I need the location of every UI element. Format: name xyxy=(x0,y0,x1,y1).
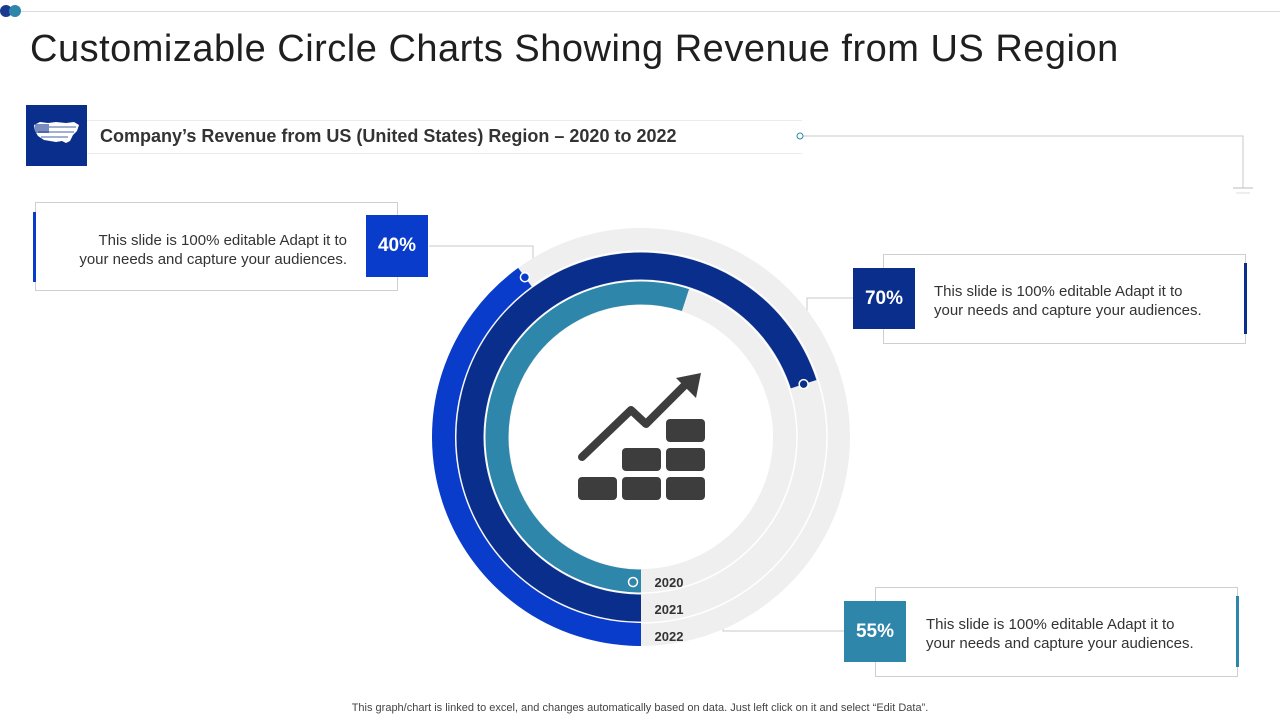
banner-icon-box xyxy=(26,105,87,166)
decor-dot-teal xyxy=(9,5,21,17)
bar-2022 xyxy=(432,267,642,646)
bar-2020 xyxy=(485,281,690,593)
bar-end-dot-2022 xyxy=(519,271,531,283)
percent-badge-70: 70% xyxy=(853,268,915,329)
bar-start-dot-2020 xyxy=(627,576,639,588)
banner-bar xyxy=(87,120,802,154)
callout-2021-accent xyxy=(1244,263,1247,334)
callout-2020-accent xyxy=(1236,596,1239,667)
chart-center-disc xyxy=(509,305,773,569)
callout-2022-accent xyxy=(33,212,36,282)
callout-2020-text: This slide is 100% editable Adapt it to … xyxy=(926,615,1194,653)
track-divider-inner xyxy=(484,280,798,594)
top-divider xyxy=(18,11,1280,12)
banner-connector xyxy=(800,135,1244,188)
bar-2021 xyxy=(456,252,817,622)
tick-label-2022: 2022 xyxy=(655,629,684,644)
callout-2021: This slide is 100% editable Adapt it to … xyxy=(883,254,1246,344)
callout-2021-text: This slide is 100% editable Adapt it to … xyxy=(934,282,1202,320)
callout-2020: This slide is 100% editable Adapt it to … xyxy=(875,587,1238,677)
footer-note: This graph/chart is linked to excel, and… xyxy=(351,702,929,714)
callout-2021-line1: This slide is 100% editable Adapt it to xyxy=(934,283,1183,300)
callout-2022-text: This slide is 100% editable Adapt it to … xyxy=(79,231,347,269)
callout-2022-line2: your needs and capture your audiences. xyxy=(79,251,347,268)
banner-connector-dot xyxy=(796,132,804,140)
callout-2020-line1: This slide is 100% editable Adapt it to xyxy=(926,616,1175,633)
page-title: Customizable Circle Charts Showing Reven… xyxy=(30,28,1119,70)
banner-title: Company’s Revenue from US (United States… xyxy=(100,126,677,146)
callout-2020-line2: your needs and capture your audiences. xyxy=(926,635,1194,652)
percent-badge-55: 55% xyxy=(844,601,906,662)
percent-badge-40: 40% xyxy=(366,215,428,277)
callout-2021-line2: your needs and capture your audiences. xyxy=(934,302,1202,319)
tick-label-2021: 2021 xyxy=(655,602,684,617)
bar-end-dot-2021 xyxy=(798,378,809,390)
callout-2022: This slide is 100% editable Adapt it to … xyxy=(35,202,398,291)
us-flag-map-icon xyxy=(34,122,79,143)
tick-label-2020: 2020 xyxy=(655,575,684,590)
growth-chart-icon xyxy=(578,373,705,500)
callout-2022-line1: This slide is 100% editable Adapt it to xyxy=(98,232,347,249)
